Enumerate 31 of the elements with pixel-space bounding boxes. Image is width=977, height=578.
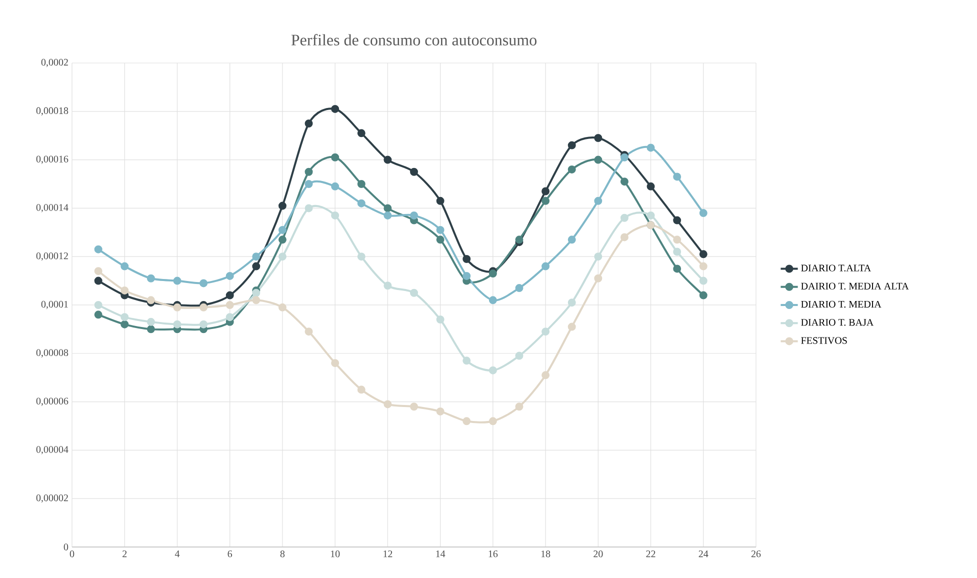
x-tick-label: 4 (174, 550, 180, 558)
legend-label: DIARIO T.ALTA (801, 264, 872, 272)
y-tick-label: 0,00004 (36, 446, 68, 454)
y-tick-label: 0,0001 (41, 300, 68, 310)
y-tick-label: 0,00018 (36, 107, 68, 116)
chart-title: Perfiles de consumo con autoconsumo (291, 34, 536, 46)
legend-label: DAIRIO T. MEDIA ALTA (801, 282, 909, 290)
x-tick-label: 24 (698, 550, 708, 558)
x-tick-label: 6 (228, 550, 232, 558)
x-tick-label: 26 (751, 550, 761, 558)
x-tick-label: 16 (488, 550, 498, 558)
legend-label: DIARIO T. BAJA (801, 319, 874, 326)
x-tick-label: 12 (384, 550, 392, 558)
y-tick-label: 0,00002 (36, 494, 68, 503)
x-tick-label: 10 (330, 550, 340, 558)
x-tick-label: 18 (541, 550, 550, 558)
x-tick-label: 0 (70, 550, 74, 558)
y-tick-label: 0 (64, 544, 68, 550)
x-tick-label: 22 (646, 550, 656, 558)
x-tick-label: 14 (436, 550, 446, 558)
x-tick-label: 8 (280, 550, 285, 558)
legend-label: FESTIVOS (801, 337, 847, 344)
y-tick-label: 0,00006 (36, 398, 68, 406)
legend-label: DIARIO T. MEDIA (801, 300, 882, 308)
y-tick-label: 0,00012 (36, 252, 68, 261)
y-tick-label: 0,0002 (41, 58, 68, 68)
y-tick-label: 0,00008 (36, 349, 68, 358)
y-tick-label: 0,00016 (36, 156, 68, 164)
x-tick-label: 20 (594, 550, 603, 558)
y-tick-label: 0,00014 (36, 204, 68, 212)
x-tick-label: 2 (122, 550, 127, 558)
